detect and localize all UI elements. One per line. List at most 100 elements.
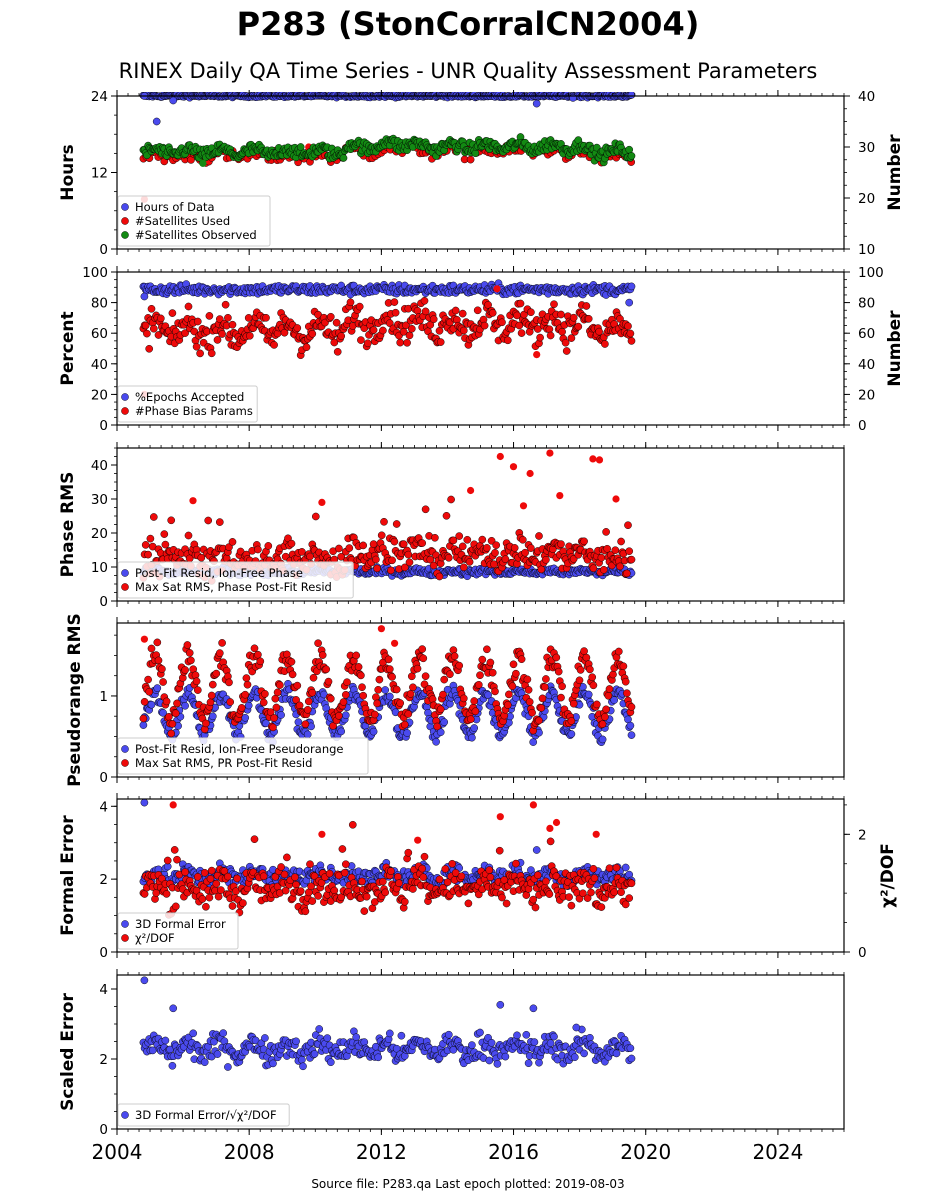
data-point [192,342,201,351]
data-point [254,545,262,554]
data-point [184,531,193,540]
data-point [167,516,176,525]
data-point [582,653,591,662]
data-point [407,672,416,681]
data-point [183,641,192,649]
data-point [208,712,217,721]
data-point [533,351,541,359]
data-point [161,540,170,549]
data-point [621,677,630,686]
data-point [465,558,474,566]
data-point [139,714,148,723]
data-point [567,730,576,738]
data-point [358,877,366,886]
data-point [377,531,386,540]
data-point [205,312,214,320]
data-point [338,845,347,853]
data-point [611,546,620,555]
legend-entry: #Phase Bias Params [135,404,253,418]
data-point [355,302,364,311]
y-right-axis-label: Number [885,134,905,211]
data-point [208,680,217,689]
data-point [493,285,501,293]
data-point [360,907,369,915]
y-right-tick-label: 60 [858,326,875,342]
data-point [152,117,161,126]
data-point [346,298,355,307]
y-tick-label: 12 [91,166,108,182]
data-point [524,686,533,694]
data-point [538,694,547,703]
legend-entry: %Epochs Accepted [135,390,244,404]
data-point [557,540,565,548]
data-point [185,649,194,657]
data-point [388,673,396,681]
data-point [537,704,546,712]
data-point [341,860,350,869]
data-point [288,670,297,679]
data-point [218,330,226,338]
series-red [139,285,636,398]
data-point [536,333,544,342]
y-tick-label: 60 [91,326,108,342]
data-point [140,697,149,706]
data-point [385,692,394,701]
data-point [470,724,479,732]
data-point [576,666,585,674]
data-point [470,697,479,705]
data-point [296,143,305,151]
data-point [325,869,334,878]
data-point [478,655,487,664]
data-point [269,723,277,732]
data-point [612,495,620,503]
data-point [523,675,532,684]
data-point [510,544,519,552]
data-point [476,671,484,680]
data-point [311,512,320,521]
data-point [187,656,195,665]
data-point [206,874,215,883]
data-point [149,513,158,521]
data-point [466,715,475,724]
data-point [217,886,225,894]
y-axis-label: Percent [58,311,78,385]
data-point [515,321,524,330]
data-point [442,511,451,520]
data-point [557,310,565,319]
data-point [293,324,302,332]
data-point [597,553,606,562]
y-right-tick-label: 20 [858,387,875,403]
data-point [218,639,226,647]
data-point [379,326,387,335]
data-point [145,344,154,353]
data-point [204,516,213,525]
data-point [381,888,390,897]
data-point [322,665,331,674]
data-point [262,719,270,728]
data-point [582,302,591,310]
data-point [584,690,593,699]
y-tick-label: 0 [99,594,108,610]
data-point [242,674,251,682]
data-point [405,331,414,340]
data-point [418,539,427,547]
data-point [558,682,566,691]
data-point [488,309,497,317]
data-point [250,835,259,844]
data-point [158,665,166,673]
data-point [341,690,350,699]
data-point [625,298,634,307]
data-point [421,672,430,681]
data-point [459,694,468,703]
data-point [212,669,221,678]
data-point [396,338,405,347]
data-point [609,670,617,679]
legend: Post-Fit Resid, Ion-Free PseudorangeMax … [117,737,369,775]
data-point [542,555,550,564]
data-point [337,552,346,561]
data-point [455,532,464,540]
data-point [517,655,526,664]
data-point [420,296,429,305]
data-point [373,564,381,573]
